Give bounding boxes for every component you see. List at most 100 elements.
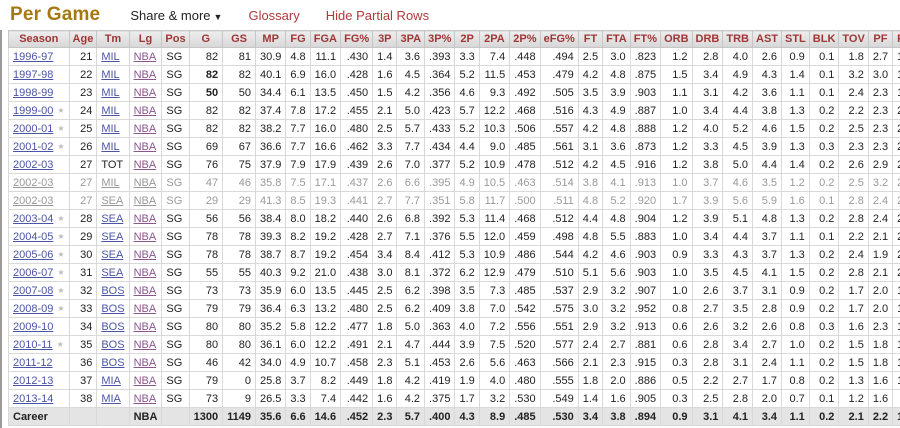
team-link[interactable]: SEA — [101, 248, 124, 261]
col-header-mp[interactable]: MP — [254, 30, 287, 48]
season-link[interactable]: 2001-02 — [13, 140, 54, 153]
cell-3p: 2.5 — [372, 119, 398, 138]
league-link[interactable]: NBA — [133, 68, 157, 81]
team-link[interactable]: BOS — [101, 284, 125, 297]
league-link[interactable]: NBA — [133, 176, 157, 189]
team-link[interactable]: MIA — [101, 374, 121, 387]
season-link[interactable]: 2007-08 — [13, 284, 54, 297]
col-header-ftpct[interactable]: FT% — [629, 30, 662, 48]
col-header-fga[interactable]: FGA — [309, 30, 342, 48]
team-link[interactable]: SEA — [101, 212, 124, 225]
league-link[interactable]: NBA — [133, 302, 157, 315]
cell-2p: 5.3 — [454, 209, 480, 228]
cell-pts: 18.2 — [892, 299, 900, 318]
col-header-efgpct[interactable]: eFG% — [539, 30, 579, 48]
season-link[interactable]: 2009-10 — [13, 320, 54, 333]
league-link[interactable]: NBA — [133, 212, 157, 225]
league-link[interactable]: NBA — [133, 356, 157, 369]
team-link[interactable]: BOS — [101, 302, 125, 315]
season-link[interactable]: 2000-01 — [13, 122, 54, 135]
col-header-fta[interactable]: FTA — [602, 30, 631, 48]
col-header-g[interactable]: G — [188, 30, 224, 48]
column-header-row: Season Age Tm Lg Pos G GS MP FG FGA FG% 3P 3PA 3P% 2P 2… — [8, 30, 900, 48]
season-link[interactable]: 2006-07 — [13, 266, 54, 279]
col-header-fgpct[interactable]: FG% — [340, 30, 374, 48]
season-link[interactable]: 2004-05 — [13, 230, 54, 243]
season-link[interactable]: 2012-13 — [13, 374, 54, 387]
season-link[interactable]: 1999-00 — [13, 104, 54, 117]
season-link[interactable]: 2013-14 — [13, 392, 54, 405]
league-link[interactable]: NBA — [133, 248, 157, 261]
league-link[interactable]: NBA — [133, 284, 157, 297]
cell-season: 2006-07 ★ — [8, 263, 70, 282]
season-link[interactable]: 2005-06 — [13, 248, 54, 261]
col-header-2p[interactable]: 2P — [454, 30, 480, 48]
cell-lg: NBA — [128, 299, 163, 318]
col-header-drb[interactable]: DRB — [691, 30, 724, 48]
league-link[interactable]: NBA — [133, 230, 157, 243]
league-link[interactable]: NBA — [133, 122, 157, 135]
league-link[interactable]: NBA — [133, 86, 157, 99]
team-link[interactable]: MIL — [101, 68, 120, 81]
season-link[interactable]: 1996-97 — [13, 50, 54, 63]
col-header-fg[interactable]: FG — [285, 30, 311, 48]
season-link[interactable]: 2002-03 — [13, 158, 54, 171]
league-link[interactable]: NBA — [133, 194, 157, 207]
col-header-tov[interactable]: TOV — [838, 30, 869, 48]
team-link[interactable]: MIL — [101, 140, 120, 153]
col-header-pf[interactable]: PF — [867, 30, 894, 48]
col-header-pos[interactable]: Pos — [161, 30, 190, 48]
team-link[interactable]: BOS — [101, 356, 125, 369]
col-header-pts[interactable]: PTS — [892, 30, 900, 48]
team-link[interactable]: MIL — [101, 176, 120, 189]
col-header-gs[interactable]: GS — [222, 30, 256, 48]
col-header-tm[interactable]: Tm — [96, 30, 130, 48]
team-link[interactable]: MIA — [101, 392, 121, 405]
league-link[interactable]: NBA — [133, 158, 157, 171]
col-header-stl[interactable]: STL — [781, 30, 810, 48]
col-header-2ppct[interactable]: 2P% — [509, 30, 541, 48]
team-link[interactable]: BOS — [101, 320, 125, 333]
season-link[interactable]: 2008-09 — [13, 302, 54, 315]
league-link[interactable]: NBA — [133, 374, 157, 387]
col-header-ast[interactable]: AST — [752, 30, 782, 48]
col-header-2pa[interactable]: 2PA — [478, 30, 511, 48]
col-header-age[interactable]: Age — [68, 30, 98, 48]
col-header-trb[interactable]: TRB — [722, 30, 753, 48]
team-link[interactable]: MIL — [101, 86, 120, 99]
col-header-orb[interactable]: ORB — [660, 30, 693, 48]
col-header-ft[interactable]: FT — [577, 30, 604, 48]
cell-pf: 2.1 — [867, 263, 894, 282]
col-header-season[interactable]: Season — [8, 30, 70, 48]
col-header-3p[interactable]: 3P — [372, 30, 398, 48]
season-link[interactable]: 2011-12 — [13, 356, 53, 369]
glossary-link[interactable]: Glossary — [248, 7, 300, 23]
team-link[interactable]: BOS — [101, 338, 125, 351]
league-link[interactable]: NBA — [133, 338, 157, 351]
season-link[interactable]: 1998-99 — [13, 86, 54, 99]
col-header-3ppct[interactable]: 3P% — [424, 30, 456, 48]
league-link[interactable]: NBA — [133, 140, 157, 153]
cell-fg: 7.8 — [285, 101, 311, 120]
league-link[interactable]: NBA — [133, 392, 157, 405]
league-link[interactable]: NBA — [133, 50, 157, 63]
hide-partial-rows-link[interactable]: Hide Partial Rows — [325, 7, 430, 23]
col-header-3pa[interactable]: 3PA — [396, 30, 426, 48]
team-link[interactable]: MIL — [101, 104, 120, 117]
season-link[interactable]: 2002-03 — [13, 194, 54, 207]
team-link[interactable]: SEA — [101, 230, 124, 243]
league-link[interactable]: NBA — [133, 104, 157, 117]
share-more-menu[interactable]: Share & more ▼ — [130, 8, 222, 23]
season-link[interactable]: 2002-03 — [13, 176, 54, 189]
team-link[interactable]: SEA — [101, 266, 124, 279]
col-header-blk[interactable]: BLK — [808, 30, 840, 48]
season-link[interactable]: 2003-04 — [13, 212, 54, 225]
season-link[interactable]: 1997-98 — [13, 68, 54, 81]
league-link[interactable]: NBA — [133, 320, 157, 333]
season-link[interactable]: 2010-11 — [13, 338, 53, 351]
col-header-lg[interactable]: Lg — [128, 30, 163, 48]
team-link[interactable]: MIL — [101, 122, 120, 135]
team-link[interactable]: SEA — [101, 194, 124, 207]
league-link[interactable]: NBA — [133, 266, 157, 279]
team-link[interactable]: MIL — [101, 50, 120, 63]
